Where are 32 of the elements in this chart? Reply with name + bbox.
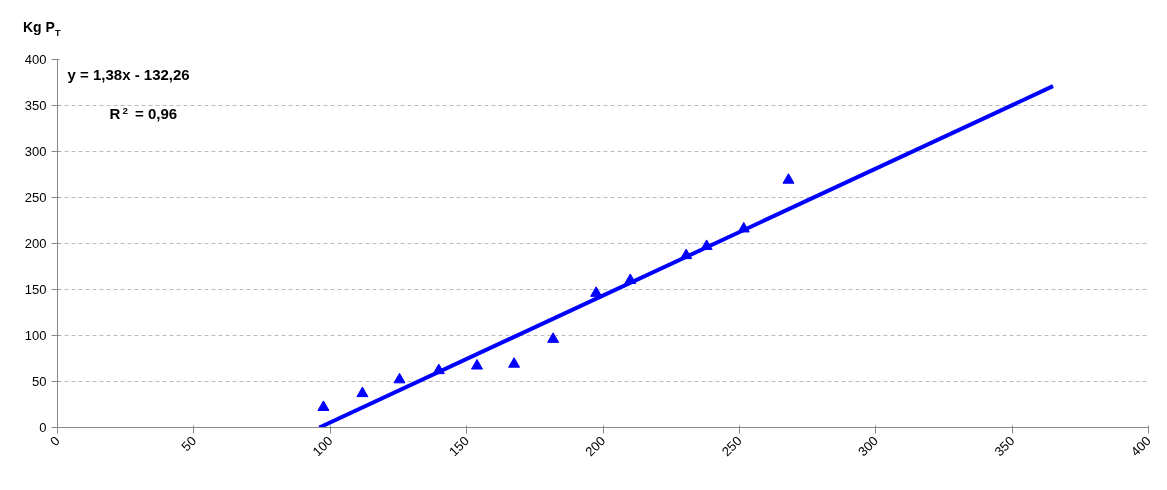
point bbox=[356, 386, 369, 398]
annotation: y = 1,38x - 132,26 bbox=[67, 65, 190, 83]
y-axis-title: Kg P$_{T}$ bbox=[23, 18, 61, 40]
point bbox=[470, 359, 483, 370]
point bbox=[700, 239, 713, 250]
y-tick-label: 250 bbox=[24, 190, 47, 205]
y-tick-label: 150 bbox=[24, 282, 47, 297]
x-tick-label: 250 bbox=[718, 433, 745, 460]
point bbox=[737, 221, 750, 233]
x-tick-label: 50 bbox=[178, 433, 200, 455]
y-tick-label: 300 bbox=[24, 144, 47, 159]
x-tick-label: 400 bbox=[1127, 433, 1154, 460]
point bbox=[317, 400, 330, 411]
x-tick-label: 100 bbox=[309, 433, 336, 460]
point bbox=[624, 273, 637, 284]
x-tick-label: 0 bbox=[47, 433, 63, 449]
point bbox=[782, 173, 795, 184]
y-tick-label: 200 bbox=[24, 236, 47, 251]
point bbox=[547, 332, 560, 343]
point bbox=[432, 363, 445, 375]
y-tick-label: 100 bbox=[24, 328, 47, 343]
y-tick-label: 50 bbox=[32, 374, 47, 389]
point bbox=[508, 357, 521, 368]
x-tick-label: 150 bbox=[445, 433, 472, 460]
x-tick-label: 200 bbox=[582, 433, 609, 460]
x-tick-label: 300 bbox=[855, 433, 882, 460]
x-tick-label: 350 bbox=[991, 433, 1018, 460]
y-tick-label: 0 bbox=[39, 420, 47, 435]
y-tick-label: 350 bbox=[24, 98, 47, 113]
point bbox=[393, 372, 406, 384]
point bbox=[680, 248, 693, 260]
y-tick-label: 400 bbox=[24, 52, 47, 67]
